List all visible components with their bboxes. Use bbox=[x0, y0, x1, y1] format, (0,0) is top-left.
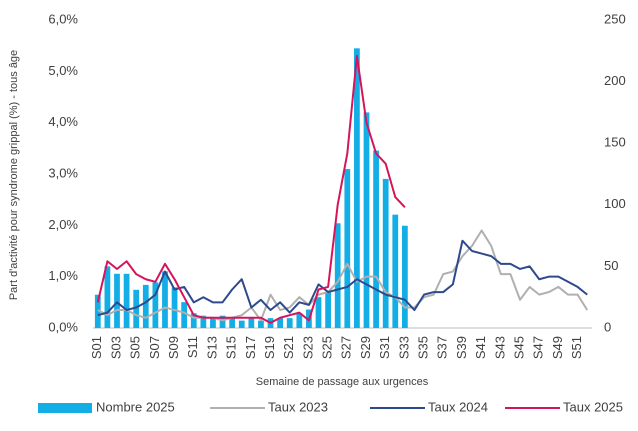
bar bbox=[210, 318, 216, 328]
bar bbox=[296, 313, 303, 328]
bar bbox=[123, 273, 130, 328]
y2-tick-label: 0 bbox=[604, 319, 611, 334]
bar bbox=[190, 313, 197, 328]
x-tick-label: S09 bbox=[166, 336, 181, 359]
bar bbox=[219, 315, 226, 328]
x-tick-label: S05 bbox=[128, 336, 143, 359]
bar bbox=[258, 320, 264, 328]
y-tick-label: 4,0% bbox=[48, 114, 78, 129]
x-tick-label: S39 bbox=[454, 336, 469, 359]
x-tick-label: S49 bbox=[550, 336, 565, 359]
bar bbox=[104, 266, 111, 328]
bar bbox=[392, 214, 399, 328]
y-tick-label: 1,0% bbox=[48, 268, 78, 283]
x-tick-label: S03 bbox=[108, 336, 123, 359]
x-tick-label: S01 bbox=[89, 336, 104, 359]
bar bbox=[373, 150, 379, 328]
x-tick-label: S35 bbox=[416, 336, 431, 359]
bar bbox=[152, 282, 159, 328]
y-tick-label: 6,0% bbox=[48, 11, 78, 26]
y2-tick-label: 100 bbox=[604, 196, 626, 211]
x-tick-label: S47 bbox=[531, 336, 546, 359]
legend-swatch bbox=[38, 403, 92, 413]
y2-tick-label: 150 bbox=[604, 135, 626, 150]
x-tick-label: S17 bbox=[243, 336, 258, 359]
x-tick-label: S43 bbox=[492, 336, 507, 359]
x-tick-label: S29 bbox=[358, 336, 373, 359]
legend-label: Taux 2025 bbox=[563, 399, 623, 414]
y-axis-title: Part d'activité pour syndrome grippal (%… bbox=[8, 50, 20, 300]
line bbox=[97, 239, 588, 317]
legend-label: Taux 2023 bbox=[268, 399, 328, 414]
bar bbox=[238, 320, 245, 328]
bar bbox=[142, 284, 149, 328]
bar bbox=[363, 112, 370, 329]
x-tick-label: S25 bbox=[320, 336, 335, 359]
bar bbox=[315, 297, 322, 328]
bar bbox=[325, 292, 331, 328]
bar bbox=[162, 271, 168, 328]
y2-tick-label: 50 bbox=[604, 258, 618, 273]
legend-label: Nombre 2025 bbox=[96, 399, 175, 414]
x-tick-label: S15 bbox=[224, 336, 239, 359]
bar bbox=[248, 318, 255, 328]
bar bbox=[133, 289, 140, 328]
bar bbox=[277, 318, 284, 328]
bar bbox=[181, 302, 188, 328]
x-tick-label: S13 bbox=[204, 336, 219, 359]
bar bbox=[200, 315, 207, 328]
x-tick-label: S51 bbox=[569, 336, 584, 359]
x-axis-title: Semaine de passage aux urgences bbox=[256, 376, 429, 388]
x-tick-label: S27 bbox=[339, 336, 354, 359]
legend-label: Taux 2024 bbox=[428, 399, 488, 414]
x-tick-label: S11 bbox=[185, 336, 200, 358]
bar bbox=[401, 225, 408, 328]
bar bbox=[171, 287, 178, 328]
bar bbox=[286, 318, 293, 328]
y-tick-label: 5,0% bbox=[48, 63, 78, 78]
y-tick-label: 3,0% bbox=[48, 165, 78, 180]
x-tick-label: S41 bbox=[473, 336, 488, 359]
x-tick-label: S07 bbox=[147, 336, 162, 359]
bar bbox=[334, 223, 341, 328]
x-tick-label: S31 bbox=[377, 336, 392, 359]
x-tick-label: S33 bbox=[396, 336, 411, 359]
bar bbox=[114, 273, 120, 328]
y-tick-label: 2,0% bbox=[48, 217, 78, 232]
bar bbox=[382, 178, 389, 328]
bar bbox=[94, 294, 101, 328]
line bbox=[97, 229, 589, 322]
y2-tick-label: 250 bbox=[604, 11, 626, 26]
x-tick-label: S21 bbox=[281, 336, 296, 359]
x-tick-label: S45 bbox=[511, 336, 526, 359]
y2-tick-label: 200 bbox=[604, 73, 626, 88]
line bbox=[96, 54, 406, 324]
bar bbox=[354, 48, 360, 328]
bar bbox=[344, 169, 351, 328]
y-tick-label: 0,0% bbox=[48, 319, 78, 334]
bar bbox=[229, 318, 236, 328]
x-tick-label: S19 bbox=[262, 336, 277, 359]
x-tick-label: S23 bbox=[300, 336, 315, 359]
x-tick-label: S37 bbox=[435, 336, 450, 359]
